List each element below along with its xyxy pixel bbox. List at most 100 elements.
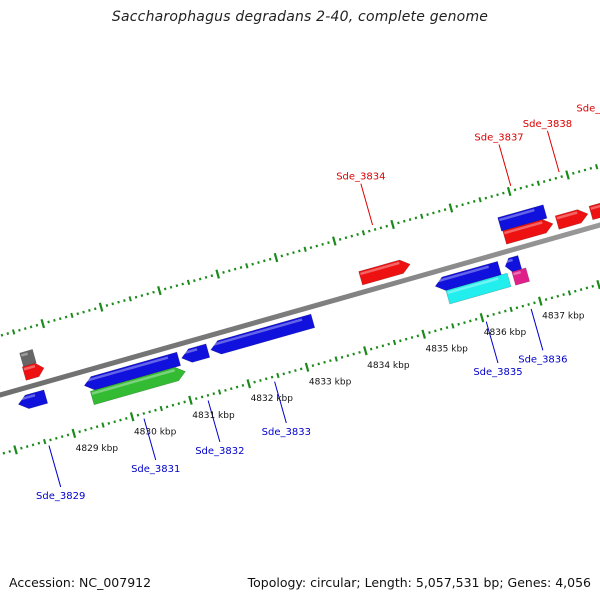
forward-tick bbox=[251, 262, 254, 266]
forward-tick bbox=[367, 229, 371, 233]
gene-highlight bbox=[181, 348, 198, 355]
reverse-tick bbox=[451, 323, 455, 329]
forward-tick bbox=[432, 211, 435, 215]
gene-label-leader bbox=[546, 130, 560, 173]
gene-highlight bbox=[499, 208, 535, 222]
gene-label: Sde_3834 bbox=[336, 172, 385, 183]
forward-tick bbox=[175, 284, 179, 288]
forward-tick bbox=[332, 236, 337, 246]
forward-tick bbox=[157, 285, 162, 296]
gene-highlight bbox=[513, 270, 522, 276]
reverse-tick bbox=[2, 451, 6, 455]
forward-tick bbox=[228, 269, 231, 273]
reverse-tick bbox=[78, 430, 81, 434]
forward-tick bbox=[420, 213, 424, 219]
reverse-tick bbox=[119, 418, 122, 422]
forward-tick bbox=[502, 191, 505, 195]
forward-tick bbox=[245, 263, 249, 269]
gene-highlight bbox=[17, 394, 36, 402]
reverse-tick bbox=[136, 413, 140, 417]
forward-tick bbox=[572, 171, 575, 175]
reverse-tick bbox=[25, 445, 29, 448]
forward-tick bbox=[117, 300, 120, 304]
reverse-tick bbox=[556, 294, 560, 298]
gene-feature bbox=[17, 389, 49, 409]
forward-tick bbox=[513, 188, 517, 192]
forward-tick bbox=[111, 302, 115, 306]
reverse-tick bbox=[31, 443, 35, 447]
gene-shape bbox=[588, 186, 600, 221]
forward-tick bbox=[448, 203, 454, 213]
gene-highlight bbox=[83, 356, 169, 383]
tick-label: 4830 kbp bbox=[134, 427, 177, 437]
reverse-tick bbox=[375, 345, 379, 349]
gene-feature bbox=[497, 204, 548, 232]
reverse-tick bbox=[66, 433, 70, 437]
reverse-tick bbox=[537, 296, 543, 306]
forward-tick bbox=[186, 279, 191, 286]
forward-tick bbox=[233, 267, 237, 271]
forward-tick bbox=[239, 266, 243, 269]
map-title: Saccharophagus degradans 2-40, complete … bbox=[111, 9, 489, 25]
reverse-tick bbox=[183, 400, 186, 404]
forward-tick bbox=[47, 320, 50, 324]
reverse-tick bbox=[159, 405, 163, 412]
reverse-tick bbox=[498, 311, 501, 315]
gene-shape bbox=[511, 267, 530, 286]
gene-highlight bbox=[447, 277, 499, 295]
forward-tick bbox=[321, 242, 324, 246]
reverse-tick bbox=[585, 286, 589, 290]
reverse-tick bbox=[486, 314, 490, 318]
gene-shape bbox=[210, 313, 316, 355]
reverse-tick bbox=[37, 441, 41, 445]
forward-tick bbox=[443, 208, 447, 212]
gene-label: Sde_3839 bbox=[576, 104, 600, 115]
gene-label-leader bbox=[530, 308, 544, 351]
reverse-tick bbox=[253, 380, 256, 384]
reverse-tick bbox=[177, 402, 181, 406]
forward-tick bbox=[496, 193, 499, 197]
forward-tick bbox=[123, 299, 126, 302]
forward-tick bbox=[88, 308, 91, 312]
reverse-tick bbox=[107, 421, 111, 425]
forward-tick bbox=[257, 261, 260, 264]
forward-tick bbox=[215, 269, 220, 279]
reverse-tick bbox=[579, 288, 583, 292]
reverse-tick bbox=[504, 309, 507, 313]
reverse-tick bbox=[562, 293, 565, 296]
forward-tick bbox=[140, 294, 144, 297]
forward-tick bbox=[437, 209, 441, 213]
gene-shape bbox=[554, 209, 589, 230]
reverse-tick bbox=[142, 412, 146, 415]
reverse-tick bbox=[241, 383, 245, 387]
forward-tick bbox=[263, 259, 266, 263]
reverse-tick bbox=[294, 369, 297, 372]
forward-tick bbox=[467, 201, 470, 205]
gene-feature bbox=[588, 186, 600, 221]
reverse-tick bbox=[154, 408, 157, 412]
reverse-tick bbox=[457, 322, 460, 326]
reverse-tick bbox=[469, 319, 472, 323]
forward-tick bbox=[461, 203, 464, 207]
gene-label-leader bbox=[498, 144, 512, 186]
gene-shape bbox=[358, 259, 411, 286]
tick-label: 4831 kbp bbox=[192, 411, 235, 421]
genome-summary-text: Topology: circular; Length: 5,057,531 bp… bbox=[247, 575, 591, 590]
reverse-tick bbox=[334, 356, 338, 362]
gene-shape bbox=[19, 349, 37, 367]
forward-tick bbox=[93, 307, 97, 311]
gene-label: Sde_3831 bbox=[131, 464, 180, 475]
forward-tick bbox=[134, 295, 138, 299]
gene-highlight bbox=[434, 265, 489, 284]
reverse-tick bbox=[148, 410, 151, 414]
forward-tick bbox=[35, 323, 39, 327]
forward-tick bbox=[309, 246, 313, 250]
reverse-tick bbox=[340, 355, 344, 359]
forward-tick bbox=[361, 230, 366, 236]
reverse-tick bbox=[90, 426, 93, 430]
forward-tick bbox=[379, 226, 383, 230]
reverse-tick bbox=[439, 327, 443, 331]
gene-feature bbox=[554, 209, 589, 230]
reverse-tick bbox=[533, 301, 536, 305]
